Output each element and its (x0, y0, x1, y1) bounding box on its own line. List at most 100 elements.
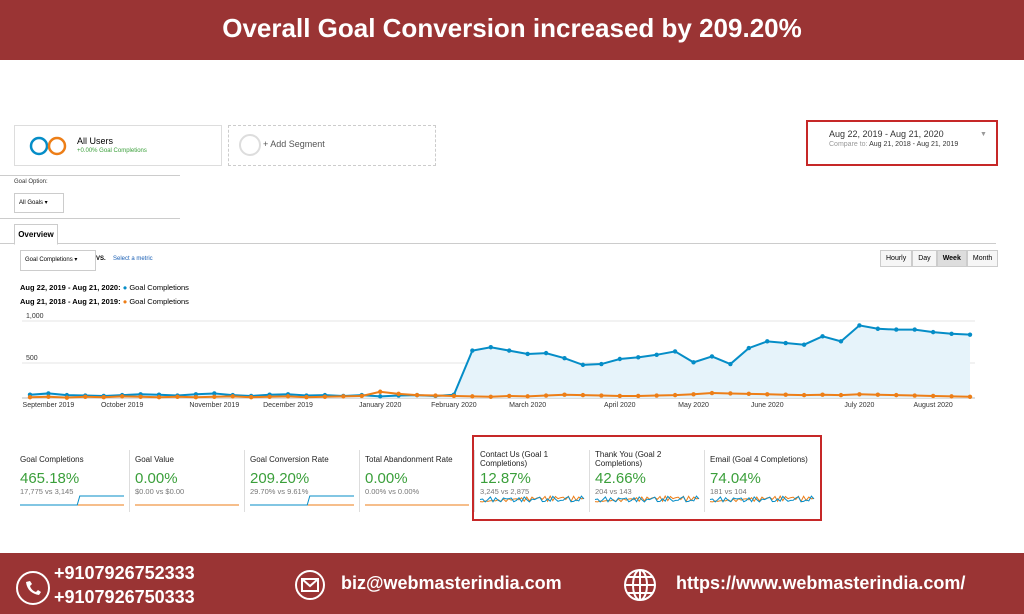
metric-compare: 3,245 vs 2,875 (480, 487, 530, 496)
point (857, 323, 862, 328)
header-banner: Overall Goal Conversion increased by 209… (0, 0, 1024, 60)
series-line (29, 390, 971, 399)
point (894, 392, 899, 398)
x-tick-label: September 2019 (23, 402, 75, 409)
metric-value: 42.66% (595, 470, 646, 487)
legend-period: Aug 22, 2019 - Aug 21, 2020: (20, 283, 121, 292)
point (709, 390, 715, 396)
segment-icon (29, 136, 67, 156)
point (83, 394, 88, 399)
point (654, 352, 659, 357)
metric-compare: 29.70% vs 9.61% (250, 487, 309, 496)
legend-period: Aug 21, 2018 - Aug 21, 2019: (20, 297, 121, 306)
metric-card: Goal Value 0.00% $0.00 vs $0.00 (135, 450, 240, 497)
point (801, 392, 807, 398)
metric-compare: 204 vs 143 (595, 487, 632, 496)
point (728, 391, 733, 396)
globe-icon (624, 569, 656, 601)
select-metric[interactable]: Select a metric (113, 256, 153, 262)
point (359, 393, 364, 399)
point (838, 339, 844, 344)
point (507, 348, 512, 353)
point (691, 360, 696, 365)
point (580, 392, 586, 398)
segment-sub: +0.00% Goal Completions (77, 148, 147, 154)
overview-tab[interactable]: Overview (14, 224, 58, 245)
card-divider (589, 450, 590, 512)
point (267, 394, 272, 399)
point (46, 391, 51, 396)
segment-box[interactable]: All Users +0.00% Goal Completions (14, 125, 222, 166)
date-range[interactable]: Aug 22, 2019 - Aug 21, 2020 Compare to: … (806, 120, 998, 166)
metric: Goal Completions (25, 257, 73, 263)
point (930, 393, 936, 399)
point (857, 392, 862, 397)
point (433, 393, 438, 398)
y-tick-label: 500 (26, 355, 38, 362)
point (193, 395, 199, 400)
add-segment[interactable]: + Add Segment (228, 125, 436, 166)
point (27, 395, 33, 400)
point (64, 395, 70, 400)
point (396, 391, 401, 397)
x-tick-label: May 2020 (678, 402, 709, 409)
point (562, 392, 567, 397)
x-tick-label: July 2020 (844, 402, 874, 409)
metric-title: Goal Conversion Rate (250, 454, 329, 464)
card-divider (129, 450, 130, 512)
point (967, 332, 973, 337)
granularity-button[interactable]: Week (936, 250, 967, 267)
legend-name: Goal Completions (129, 297, 189, 306)
metric-card: Contact Us (Goal 1 Completions) 12.87% 3,2… (480, 450, 585, 496)
compare-label: Compare to: (829, 141, 868, 148)
point (377, 394, 383, 399)
add-segment-label: + Add Segment (263, 139, 325, 149)
granularity-button[interactable]: Month (966, 250, 999, 267)
point (599, 393, 604, 398)
vs: VS. (96, 256, 106, 262)
metric-compare: 181 vs 104 (710, 487, 747, 496)
granularity: Hourly Day Week Month (880, 250, 999, 267)
metric-value: 465.18% (20, 470, 80, 487)
point (820, 334, 825, 339)
point (636, 393, 641, 399)
point (488, 394, 493, 399)
metric-card: Total Abandonment Rate 0.00% 0.00% vs 0.00… (365, 450, 470, 497)
legend-name: Goal Completions (129, 283, 189, 292)
point (451, 393, 457, 399)
point (746, 345, 752, 351)
point (543, 350, 549, 356)
point (599, 361, 604, 367)
point (470, 348, 475, 353)
point (875, 326, 881, 331)
point (765, 392, 770, 397)
metric-value: 209.20% (250, 470, 310, 487)
email[interactable]: biz@webmasterindia.com (341, 573, 562, 593)
metric-value: 0.00% (365, 470, 408, 487)
point (875, 392, 881, 397)
email-icon (295, 570, 325, 600)
metric-compare: 17,775 vs 3,145 (20, 487, 74, 496)
point (617, 393, 623, 399)
point (709, 354, 715, 359)
x-tick-label: December 2019 (263, 402, 313, 409)
card-divider (704, 450, 705, 512)
sparkline (20, 495, 124, 506)
metric-dropdown[interactable]: Goal Completions ▾ (20, 250, 96, 271)
point (285, 394, 291, 399)
legend-item: Aug 21, 2018 - Aug 21, 2019: ● Goal Comp… (20, 295, 189, 309)
y-tick-label: 1,000 (26, 313, 44, 320)
point (377, 389, 383, 394)
website[interactable]: https://www.webmasterindia.com/ (676, 573, 966, 593)
point (175, 394, 180, 399)
granularity-button[interactable]: Hourly (880, 250, 913, 267)
metric-title: Total Abandonment Rate (365, 454, 453, 464)
granularity-button[interactable]: Day (912, 250, 937, 267)
goal-dropdown[interactable]: All Goals ▾ (14, 193, 64, 213)
point (783, 392, 788, 397)
x-tick-label: April 2020 (604, 402, 636, 409)
title: Overall Goal Conversion increased by 209… (222, 13, 802, 43)
goal-option-label: Goal Option: (14, 179, 48, 185)
point (672, 392, 678, 398)
